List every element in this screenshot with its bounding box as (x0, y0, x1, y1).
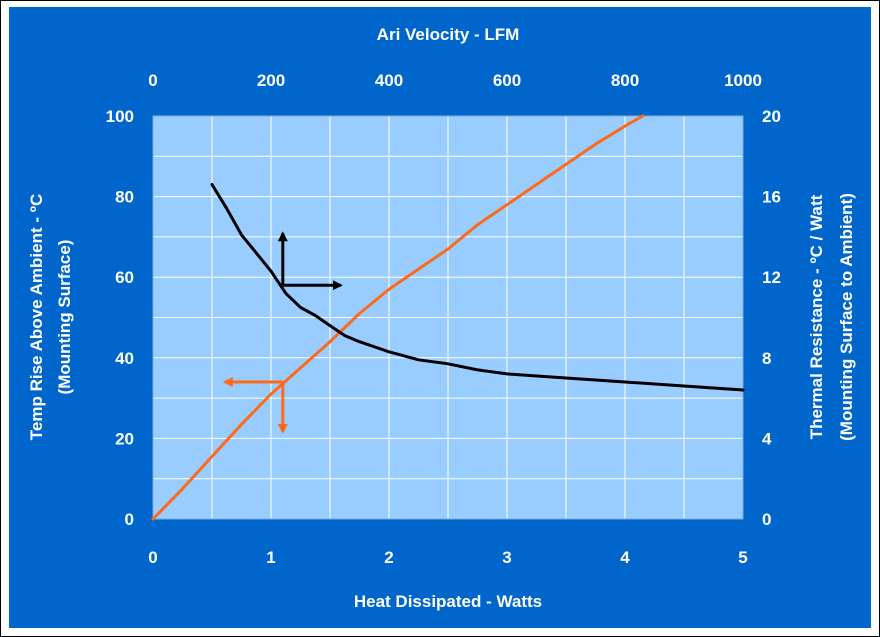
series-layer (151, 114, 745, 521)
thermal-resistance-line (210, 183, 745, 392)
x-top-tick-label: 200 (257, 71, 285, 90)
x-top-tick-label: 1000 (724, 71, 762, 90)
y-left-tick-label: 0 (125, 510, 134, 529)
x-bottom-tick-label: 1 (266, 548, 275, 567)
x-bottom-tick-label: 4 (620, 548, 630, 567)
chart-title: Ari Velocity - LFM (377, 25, 520, 44)
x-bottom-tick-label: 2 (384, 548, 393, 567)
y-left-tick-label: 60 (115, 268, 134, 287)
tick-labels: 0 1 2 3 4 50 200 400 600 800 100002040608010004812… (106, 71, 781, 567)
y-left-label-group: Temp Rise Above Ambient - ºC (Mounting S… (27, 194, 74, 440)
y-left-tick-label: 100 (106, 107, 134, 126)
plot-area-frame (152, 115, 744, 520)
x-top-tick-label: 400 (375, 71, 403, 90)
y-left-tick-label: 40 (115, 349, 134, 368)
x-top-tick-label: 600 (493, 71, 521, 90)
y-right-tick-label: 8 (762, 349, 771, 368)
x-top-tick-label: 0 (148, 71, 157, 90)
y-left-tick-label: 20 (115, 429, 134, 448)
y2-axis-label-line-2: (Mounting Surface to Ambient) (837, 193, 856, 441)
axis-indicators (222, 231, 343, 434)
y-right-tick-label: 0 (762, 510, 771, 529)
x-axis-label: Heat Dissipated - Watts (354, 592, 542, 611)
gridlines (153, 116, 743, 519)
y-left-tick-label: 80 (115, 188, 134, 207)
x-bottom-tick-label: 5 (738, 548, 747, 567)
y-right-label-group: Thermal Resistance - ºC / Watt (Mounting… (807, 193, 856, 441)
y-right-tick-label: 12 (762, 268, 781, 287)
x-top-tick-label: 800 (611, 71, 639, 90)
y-right-tick-label: 20 (762, 107, 781, 126)
x-bottom-tick-label: 3 (502, 548, 511, 567)
temperature-rise-line (151, 114, 645, 521)
y-axis-label-line-1: Temp Rise Above Ambient - ºC (27, 194, 46, 440)
x-bottom-tick-label: 0 (148, 548, 157, 567)
y2-axis-label-line-1: Thermal Resistance - ºC / Watt (807, 194, 826, 439)
y-right-tick-label: 16 (762, 188, 781, 207)
y-axis-label-line-2: (Mounting Surface) (55, 240, 74, 395)
y-right-tick-label: 4 (762, 429, 772, 448)
